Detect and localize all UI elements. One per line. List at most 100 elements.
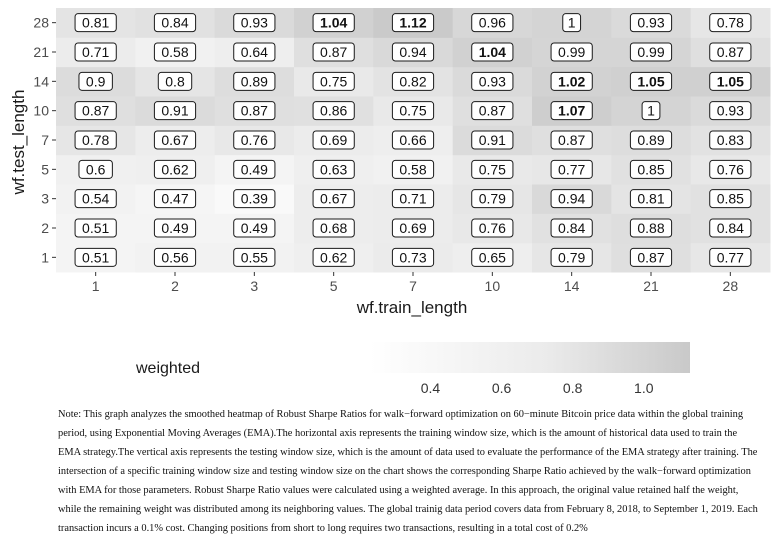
cell-value-label: 0.78 (717, 15, 744, 31)
cell-value-label: 0.87 (637, 249, 664, 265)
cell-value-label: 0.51 (82, 220, 109, 236)
cell-value-label: 0.39 (241, 191, 268, 207)
cell-label-box (74, 218, 117, 238)
cell-value-label: 0.68 (320, 220, 347, 236)
cell-value-label: 0.82 (399, 73, 426, 89)
cell-label-box (709, 42, 752, 62)
cell-label-box (312, 159, 355, 179)
cell-label-box (312, 189, 355, 209)
cell-label-box (471, 247, 514, 267)
legend-colorbar (370, 342, 690, 373)
cell-label-box (157, 71, 193, 91)
cell-label-box (629, 218, 673, 238)
cell-value-label: 0.84 (161, 15, 188, 31)
cell-label-box (709, 247, 752, 267)
cell-value-label: 1.05 (637, 73, 664, 89)
cell-value-label: 0.76 (241, 132, 268, 148)
cell-value-label: 0.77 (717, 249, 744, 265)
cell-value-label: 0.91 (161, 103, 188, 119)
cell-label-box (233, 42, 276, 62)
cell-label-box (391, 189, 435, 209)
x-tick-label: 14 (564, 278, 580, 294)
cell-value-label: 0.64 (241, 44, 268, 60)
cell-label-box (629, 189, 673, 209)
y-axis-title: wf.test_length (9, 90, 28, 196)
cell-label-box (153, 247, 197, 267)
cell-label-box (153, 42, 197, 62)
cell-label-box (153, 159, 197, 179)
cell-label-box (471, 189, 514, 209)
cell-value-label: 0.89 (637, 132, 664, 148)
cell-value-label: 1.07 (558, 103, 585, 119)
cell-label-box (391, 130, 435, 150)
cell-label-box (550, 71, 593, 91)
cell-label-box (550, 247, 593, 267)
heatmap-chart: 0.51 0.56 0.55 0.62 0.73 0.65 0.79 0.87 0.770.51… (9, 8, 771, 317)
y-tick-label: 2 (41, 220, 49, 236)
figure-note: Note: This graph analyzes the smoothed h… (58, 409, 758, 534)
cell-value-label: 0.81 (82, 15, 109, 31)
cell-label-box (78, 71, 113, 91)
cell-label-box (391, 42, 435, 62)
cell-label-box (709, 71, 752, 91)
cell-value-label: 0.62 (161, 161, 188, 177)
cell-value-label: 0.75 (479, 161, 506, 177)
cell-label-box (391, 13, 435, 33)
cell-label-box (74, 13, 117, 33)
cell-value-label: 1.04 (479, 44, 506, 60)
legend-tick-label: 0.6 (491, 380, 512, 396)
cell-value-label: 1.04 (320, 15, 347, 31)
cell-value-label: 1.02 (558, 73, 585, 89)
cell-value-label: 0.77 (558, 161, 585, 177)
cell-value-label: 0.6 (86, 161, 106, 177)
y-tick-label: 10 (33, 103, 49, 119)
cell-value-label: 0.84 (558, 220, 585, 236)
cell-value-label: 0.51 (82, 249, 109, 265)
cell-label-box (550, 42, 593, 62)
cell-value-label: 0.73 (399, 249, 426, 265)
cell-label-box (471, 101, 514, 121)
cell-value-label: 0.91 (479, 132, 506, 148)
y-tick-label: 14 (33, 73, 49, 89)
cell-value-label: 1 (647, 103, 655, 119)
cell-value-label: 0.47 (161, 191, 188, 207)
cell-value-label: 0.79 (558, 249, 585, 265)
cell-value-label: 0.9 (86, 73, 106, 89)
cell-label-box (709, 101, 752, 121)
cell-label-box (550, 189, 593, 209)
cell-value-label: 0.94 (399, 44, 426, 60)
cell-label-box (709, 189, 752, 209)
cell-label-box (74, 189, 117, 209)
cell-label-box (312, 101, 355, 121)
cell-value-label: 0.79 (479, 191, 506, 207)
cell-label-box (629, 71, 673, 91)
y-tick-label: 1 (41, 249, 49, 265)
cell-label-box (153, 130, 197, 150)
cell-value-label: 0.89 (241, 73, 268, 89)
cell-label-box (562, 13, 582, 33)
cell-value-label: 0.54 (82, 191, 109, 207)
cell-label-box (312, 247, 355, 267)
cell-label-box (550, 159, 593, 179)
cell-label-box (312, 71, 355, 91)
cell-label-box (709, 159, 752, 179)
cell-label-box (629, 247, 673, 267)
cell-label-box (391, 247, 435, 267)
cell-value-label: 0.99 (637, 44, 664, 60)
cell-value-label: 0.76 (717, 161, 744, 177)
cell-value-label: 0.85 (717, 191, 744, 207)
cell-value-label: 0.84 (717, 220, 744, 236)
cell-label-box (153, 218, 197, 238)
cell-label-box (471, 218, 514, 238)
legend-tick-label: 1.0 (634, 380, 654, 396)
cell-label-box (391, 159, 435, 179)
cell-label-box (233, 71, 276, 91)
cell-value-label: 0.85 (637, 161, 664, 177)
x-tick-label: 1 (92, 278, 100, 294)
cell-labels: 0.51 0.56 0.55 0.62 0.73 0.65 0.79 0.87 0.77 0.51… (74, 13, 752, 267)
cell-label-box (471, 42, 514, 62)
cell-value-label: 0.63 (320, 161, 347, 177)
y-tick-label: 28 (33, 15, 49, 31)
cell-value-label: 0.65 (479, 249, 506, 265)
x-axis-title: wf.train_length (356, 298, 468, 317)
